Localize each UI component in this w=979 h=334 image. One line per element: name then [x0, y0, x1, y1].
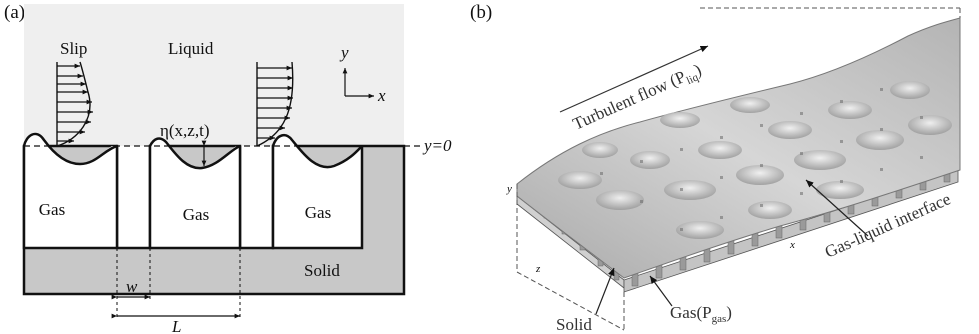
cavity-walls: [22, 146, 364, 250]
interface-pointer: [805, 179, 869, 237]
gas-label-2: Gas: [183, 205, 209, 224]
liquid-label: Liquid: [168, 39, 214, 58]
solid-label-3d: Solid: [556, 315, 592, 334]
solid-pointer: [595, 267, 615, 315]
eta-label: η(x,z,t): [160, 121, 209, 140]
surface-bumps: [558, 81, 952, 239]
gas-pocket-1: [24, 133, 117, 248]
gas-label-3: Gas: [305, 203, 331, 222]
axes-glyph: [342, 68, 374, 99]
interface-curve-3: [271, 133, 363, 169]
surface-dot-grid: [600, 88, 923, 231]
y-zero-label: y=0: [422, 136, 452, 155]
dimension-lines: [111, 248, 241, 319]
w-label: w: [126, 277, 138, 296]
panel-a-label: (a): [4, 2, 25, 23]
axis-y-3d-label: y: [506, 183, 512, 195]
axis-y-label: y: [339, 43, 349, 62]
interface-curve-1: [22, 132, 118, 166]
gas-pocket-2: [150, 138, 240, 248]
turbulent-flow-arrow: [559, 45, 709, 113]
panel-b: (b): [470, 2, 961, 334]
gas-label-1: Gas: [39, 200, 65, 219]
slip-label: Slip: [60, 39, 87, 58]
velocity-profile-2: [256, 61, 294, 147]
liquid-region: [24, 4, 404, 146]
gas-label-3d: Gas(Pgas): [670, 303, 732, 325]
solid-label: Solid: [304, 261, 340, 280]
L-label: L: [171, 317, 181, 334]
velocity-profile-1-upper: [56, 61, 89, 93]
velocity-profile-1: [56, 89, 93, 147]
interface-curve-2: [148, 137, 241, 170]
gas-pointer: [649, 275, 673, 307]
gas-pocket-3: [273, 135, 362, 248]
axis-z-3d-label: z: [535, 263, 541, 275]
axis-x-3d-label: x: [789, 239, 795, 251]
axis-x-label: x: [377, 86, 386, 105]
panel-a: (a) Slip: [4, 2, 452, 334]
panel-b-label: (b): [470, 2, 492, 23]
box-outline: [516, 7, 961, 331]
